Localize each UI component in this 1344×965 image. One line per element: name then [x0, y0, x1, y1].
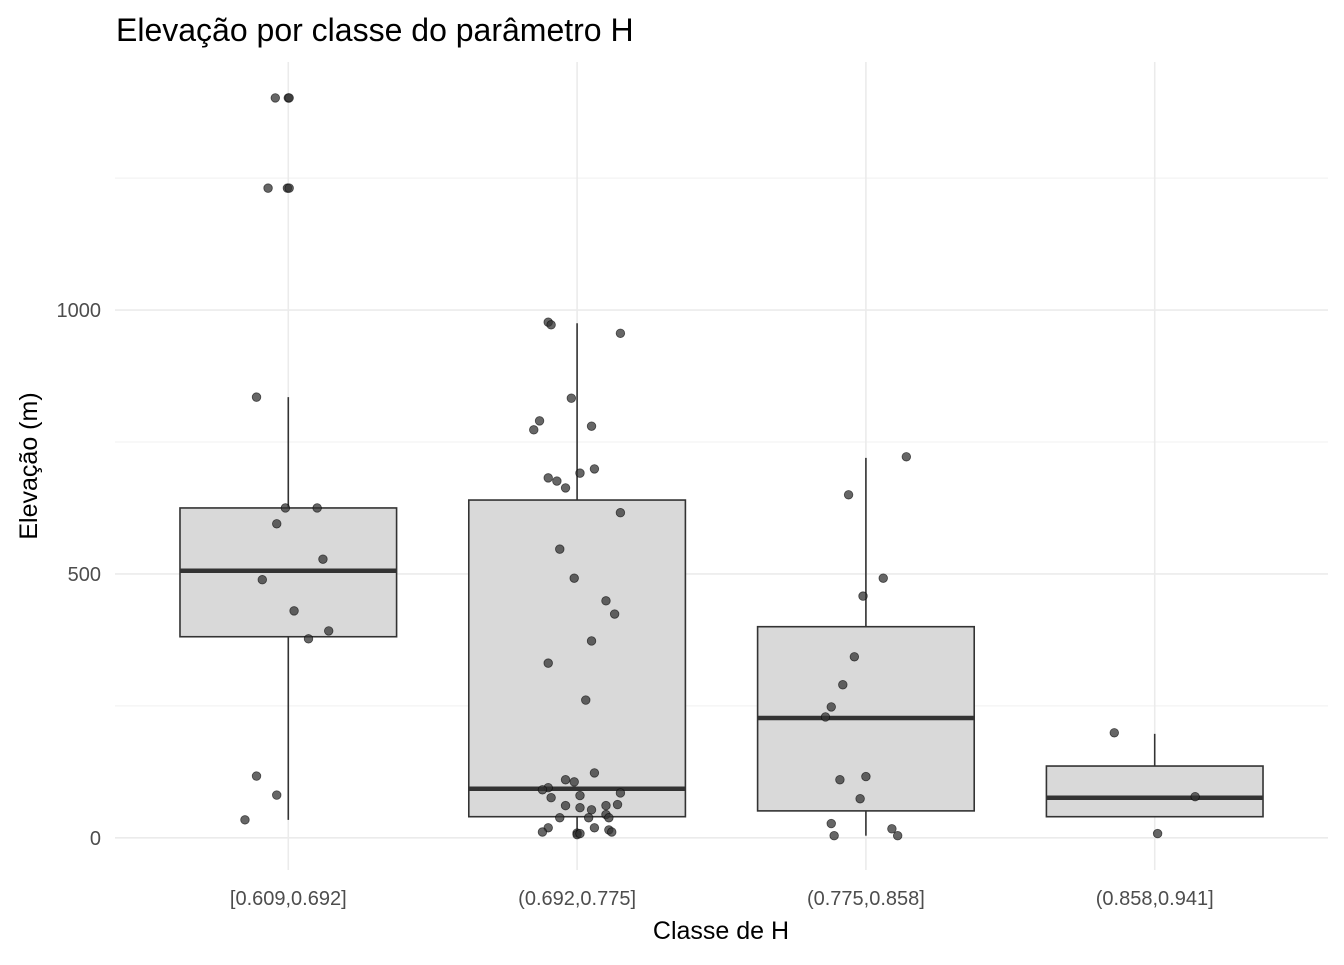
- y-tick-label: 1000: [57, 300, 102, 322]
- data-point: [543, 658, 553, 668]
- data-point: [546, 792, 556, 803]
- data-point: [861, 771, 871, 782]
- data-point: [284, 93, 294, 103]
- data-point: [303, 634, 314, 644]
- data-point: [615, 788, 626, 798]
- x-axis-title: Classe de H: [653, 917, 789, 945]
- data-point: [820, 712, 831, 722]
- y-tick-labels: 0 500 1000: [57, 300, 102, 850]
- data-point: [318, 554, 328, 564]
- data-point: [569, 777, 579, 787]
- data-point: [263, 183, 273, 193]
- data-point: [270, 93, 280, 103]
- data-point: [575, 790, 585, 801]
- data-point: [560, 800, 571, 811]
- data-point: [537, 827, 548, 837]
- data-point: [575, 828, 585, 839]
- data-point: [272, 790, 282, 800]
- boxes: [179, 323, 1264, 836]
- data-point: [887, 824, 897, 834]
- data-point: [858, 591, 868, 601]
- data-point: [257, 575, 267, 585]
- data-point: [826, 818, 836, 829]
- data-point: [615, 508, 626, 518]
- data-point: [546, 320, 556, 330]
- data-point: [575, 803, 585, 813]
- data-point: [251, 392, 262, 402]
- grid: [115, 62, 1328, 870]
- data-point: [552, 476, 562, 486]
- data-point: [892, 830, 903, 841]
- data-point: [855, 794, 865, 804]
- data-point: [575, 468, 585, 478]
- data-point: [826, 702, 836, 712]
- data-point: [612, 799, 623, 810]
- x-tick-labels: [0.609,0.692] (0.692,0.775] (0.775,0.858] (…: [230, 888, 1214, 910]
- x-tick-label: (0.775,0.858]: [807, 888, 925, 910]
- data-point: [240, 815, 250, 825]
- data-point: [589, 464, 600, 474]
- data-point: [829, 830, 839, 841]
- data-point: [529, 425, 539, 435]
- data-point: [586, 636, 597, 646]
- box: [1045, 765, 1264, 818]
- data-point: [607, 827, 617, 837]
- data-point: [289, 606, 299, 616]
- data-point: [324, 626, 334, 636]
- data-point: [589, 768, 600, 778]
- data-point: [849, 652, 860, 662]
- data-point: [560, 483, 571, 493]
- x-tick-label: (0.692,0.775]: [518, 888, 636, 910]
- data-point: [604, 813, 614, 823]
- data-point: [284, 183, 294, 193]
- data-point: [586, 805, 597, 815]
- y-tick-label: 500: [68, 564, 101, 586]
- data-point: [601, 800, 611, 811]
- data-point: [534, 416, 545, 426]
- data-point: [878, 573, 888, 583]
- data-point: [901, 452, 912, 462]
- data-point: [569, 573, 579, 583]
- data-point: [566, 393, 577, 403]
- data-point: [312, 503, 322, 513]
- y-tick-label: 0: [90, 828, 101, 850]
- data-point: [583, 813, 594, 823]
- data-point: [1109, 728, 1119, 738]
- x-tick-label: (0.858,0.941]: [1096, 888, 1214, 910]
- data-point: [835, 775, 845, 785]
- data-point: [589, 823, 600, 833]
- data-point: [615, 328, 626, 338]
- data-point: [272, 519, 282, 529]
- data-point: [555, 813, 565, 823]
- y-axis-title: Elevação (m): [15, 392, 43, 539]
- chart-title: Elevação por classe do parâmetro H: [116, 12, 634, 48]
- data-point: [537, 785, 548, 795]
- box: [467, 499, 687, 818]
- data-point: [555, 544, 565, 554]
- points: [240, 93, 1200, 841]
- data-point: [838, 680, 848, 690]
- data-point: [560, 775, 571, 785]
- data-point: [1152, 828, 1163, 839]
- data-point: [601, 596, 611, 606]
- data-point: [1190, 791, 1200, 802]
- data-point: [280, 503, 291, 513]
- data-point: [543, 473, 553, 483]
- data-point: [586, 421, 597, 431]
- data-point: [843, 490, 854, 500]
- x-tick-label: [0.609,0.692]: [230, 888, 347, 910]
- data-point: [251, 771, 262, 781]
- data-point: [609, 609, 620, 619]
- data-point: [581, 695, 591, 705]
